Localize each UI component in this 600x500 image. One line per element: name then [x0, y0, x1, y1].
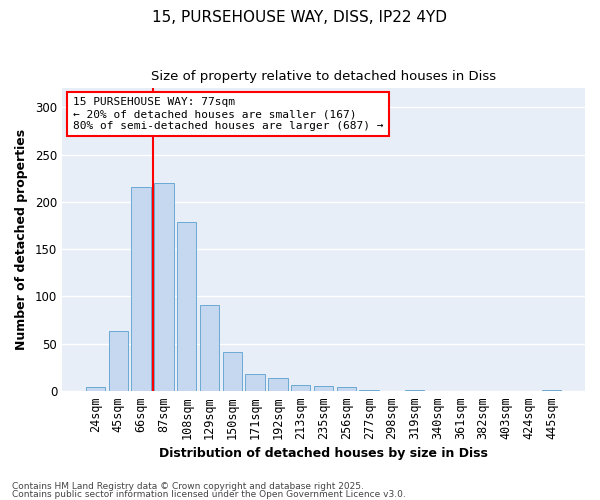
Bar: [405, 390, 424, 391]
Bar: [177, 222, 196, 391]
Bar: [359, 390, 379, 391]
Bar: [154, 183, 173, 391]
Bar: [86, 388, 105, 391]
Bar: [337, 388, 356, 391]
Bar: [245, 374, 265, 391]
Bar: [314, 386, 333, 391]
X-axis label: Distribution of detached houses by size in Diss: Distribution of detached houses by size …: [159, 447, 488, 460]
Bar: [542, 390, 561, 391]
Bar: [268, 378, 287, 391]
Title: Size of property relative to detached houses in Diss: Size of property relative to detached ho…: [151, 70, 496, 83]
Bar: [109, 332, 128, 391]
Bar: [223, 352, 242, 391]
Bar: [131, 186, 151, 391]
Text: 15 PURSEHOUSE WAY: 77sqm
← 20% of detached houses are smaller (167)
80% of semi-: 15 PURSEHOUSE WAY: 77sqm ← 20% of detach…: [73, 98, 383, 130]
Text: Contains HM Land Registry data © Crown copyright and database right 2025.: Contains HM Land Registry data © Crown c…: [12, 482, 364, 491]
Text: 15, PURSEHOUSE WAY, DISS, IP22 4YD: 15, PURSEHOUSE WAY, DISS, IP22 4YD: [152, 10, 448, 25]
Text: Contains public sector information licensed under the Open Government Licence v3: Contains public sector information licen…: [12, 490, 406, 499]
Y-axis label: Number of detached properties: Number of detached properties: [15, 129, 28, 350]
Bar: [200, 305, 219, 391]
Bar: [291, 386, 310, 391]
